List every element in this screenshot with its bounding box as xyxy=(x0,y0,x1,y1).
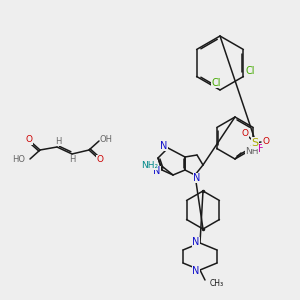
Text: Cl: Cl xyxy=(211,78,221,88)
Text: H: H xyxy=(55,136,61,146)
Text: N: N xyxy=(192,237,200,247)
Text: O: O xyxy=(26,136,32,145)
Text: HO: HO xyxy=(12,154,25,164)
Text: O: O xyxy=(97,155,104,164)
Text: H: H xyxy=(69,155,75,164)
Text: N: N xyxy=(192,266,200,276)
Text: OH: OH xyxy=(100,136,113,145)
Text: N: N xyxy=(160,141,168,151)
Text: NH₂: NH₂ xyxy=(141,160,158,169)
Text: O: O xyxy=(262,136,269,146)
Text: N: N xyxy=(193,173,201,183)
Text: NH: NH xyxy=(245,146,259,155)
Text: F: F xyxy=(258,143,264,154)
Text: Cl: Cl xyxy=(246,67,255,76)
Text: S: S xyxy=(251,138,259,148)
Text: N: N xyxy=(153,166,161,176)
Text: O: O xyxy=(242,130,248,139)
Text: CH₃: CH₃ xyxy=(210,280,224,289)
